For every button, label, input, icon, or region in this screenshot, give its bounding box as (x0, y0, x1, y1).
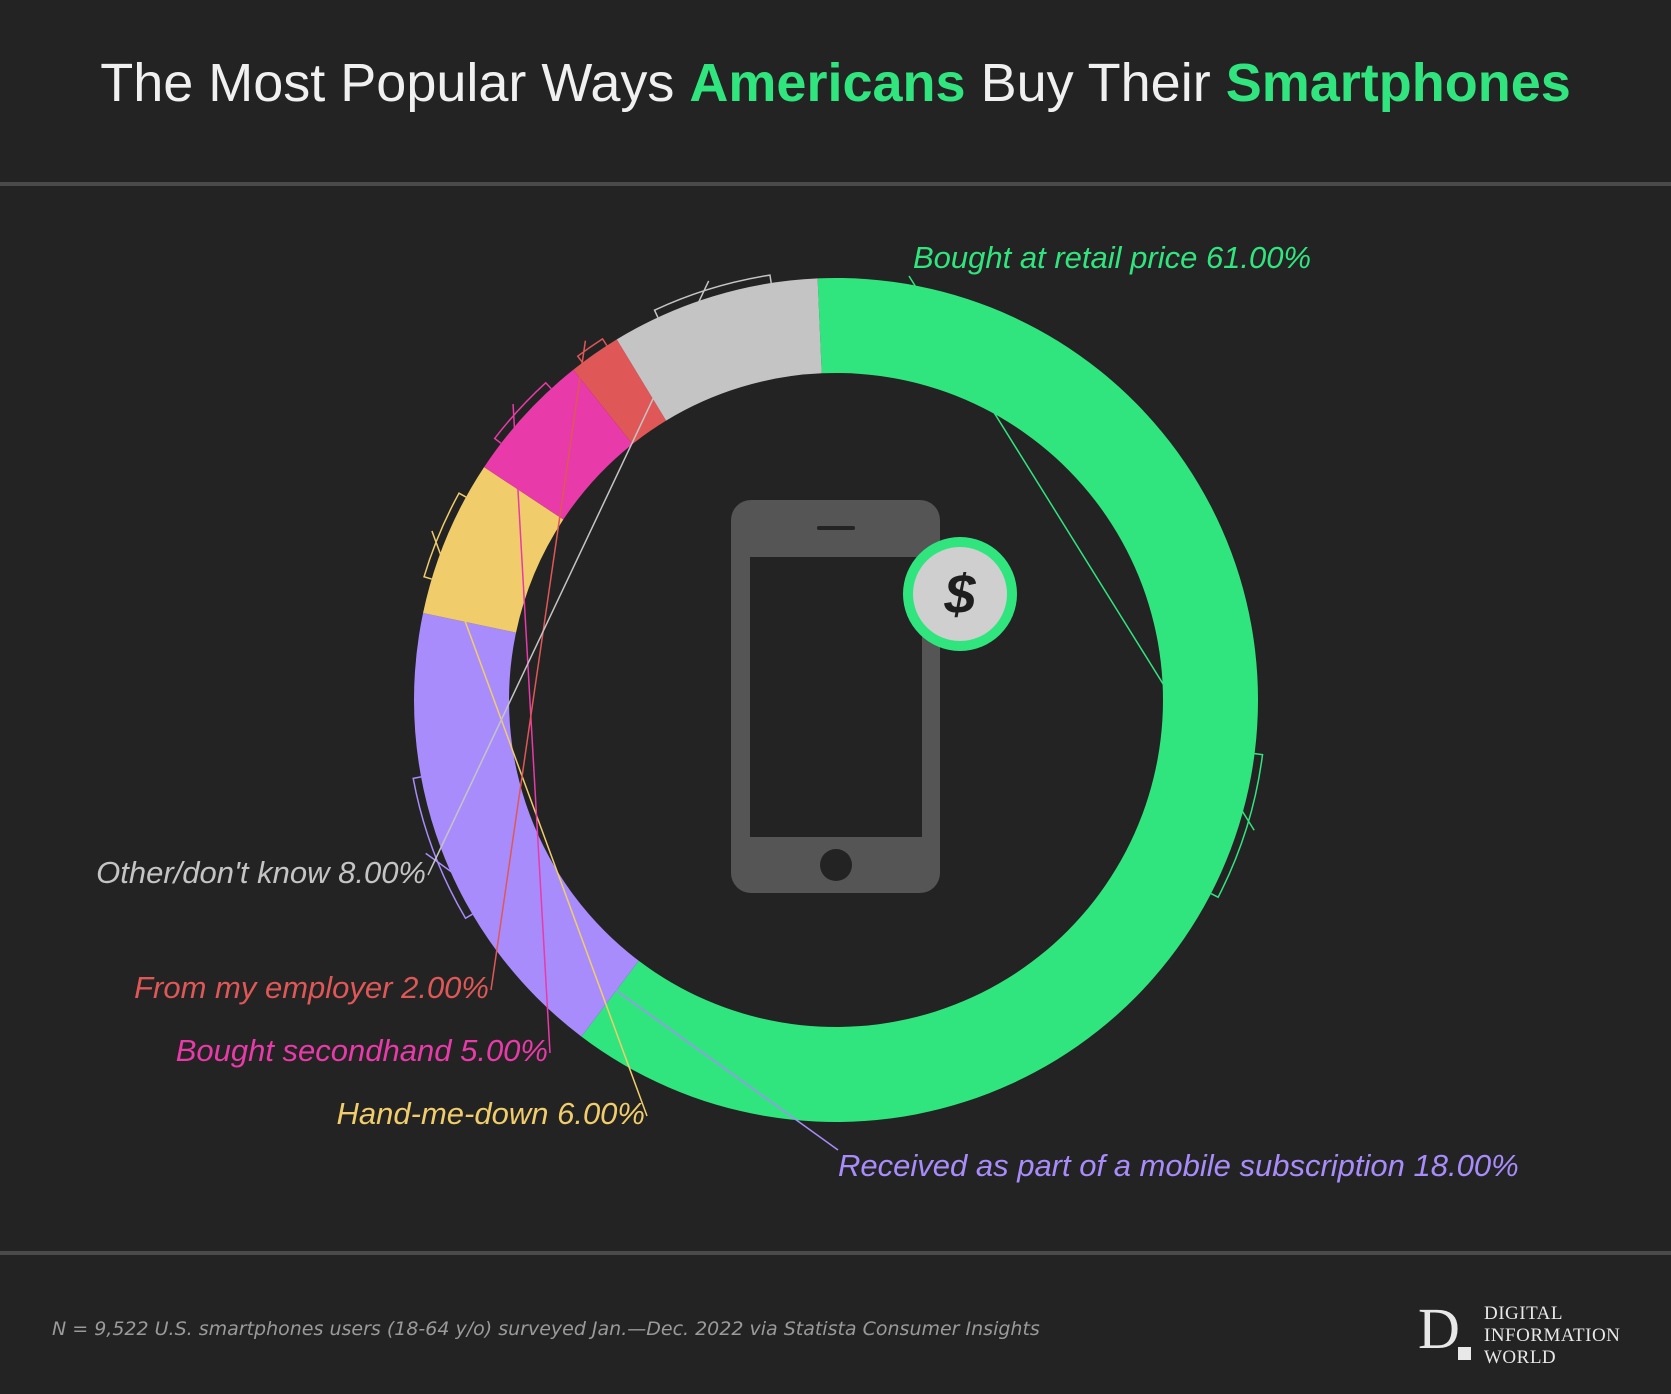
dollar-badge-icon: $ (903, 537, 1017, 651)
slice-label-2: Received as part of a mobile subscriptio… (838, 1148, 1519, 1183)
slice-label-6: Other/don't know 8.00% (96, 855, 426, 890)
slice-label-3: Hand-me-down 6.00% (337, 1096, 645, 1131)
dollar-sign: $ (943, 562, 976, 625)
slice-label-4: Bought secondhand 5.00% (176, 1033, 548, 1068)
footnote: N = 9,522 U.S. smartphones users (18-64 … (52, 1318, 1040, 1340)
smartphone-icon (731, 500, 940, 893)
logo-square (1458, 1347, 1471, 1360)
slice-label-5: From my employer 2.00% (134, 970, 489, 1005)
logo-wordmark: DIGITAL INFORMATION WORLD (1484, 1303, 1620, 1369)
logo-letter: D (1418, 1300, 1460, 1358)
brand-logo: D DIGITAL INFORMATION WORLD (1418, 1300, 1638, 1370)
donut-chart: Bought at retail price 61.00% Received as… (0, 0, 1671, 1394)
logo-line-1: DIGITAL (1484, 1303, 1620, 1325)
slice-label-1: Bought at retail price 61.00% (913, 240, 1311, 275)
logo-line-3: WORLD (1484, 1347, 1620, 1369)
logo-line-2: INFORMATION (1484, 1325, 1620, 1347)
bottom-divider (0, 1251, 1671, 1255)
